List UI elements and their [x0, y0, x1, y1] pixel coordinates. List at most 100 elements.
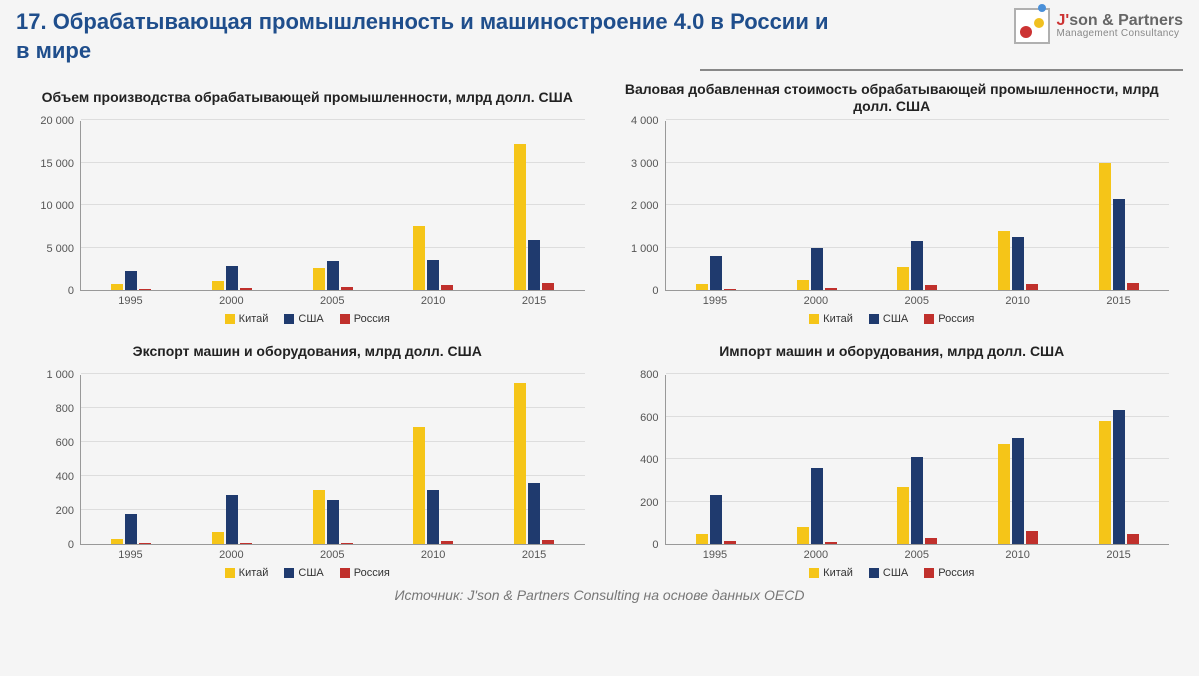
- y-tick-label: 2 000: [631, 200, 659, 212]
- legend-item-russia: Россия: [340, 567, 390, 579]
- legend-item-russia: Россия: [924, 313, 974, 325]
- bar-russia: [341, 543, 353, 545]
- x-axis: 19952000200520102015: [665, 295, 1170, 307]
- legend-swatch: [924, 568, 934, 578]
- bar-usa: [125, 514, 137, 545]
- chart-title: Валовая добавленная стоимость обрабатыва…: [615, 79, 1170, 117]
- legend-item-usa: США: [284, 567, 323, 579]
- bar-russia: [724, 541, 736, 544]
- bar-group: [897, 121, 937, 290]
- company-logo: J'son & Partners Management Consultancy: [1014, 8, 1183, 44]
- bar-china: [413, 427, 425, 544]
- y-tick-label: 1 000: [46, 369, 74, 381]
- bar-russia: [341, 287, 353, 290]
- y-tick-label: 0: [68, 539, 74, 551]
- plot-area: 0200400600800: [615, 375, 1170, 545]
- bar-china: [897, 267, 909, 290]
- bar-china: [212, 281, 224, 290]
- bar-group: [212, 375, 252, 544]
- x-tick-label: 2015: [484, 295, 585, 307]
- y-axis: 02004006008001 000: [30, 375, 80, 545]
- x-tick-label: 2015: [1068, 295, 1169, 307]
- bar-china: [413, 226, 425, 291]
- bar-group: [1099, 121, 1139, 290]
- bar-usa: [710, 495, 722, 544]
- x-axis: 19952000200520102015: [80, 295, 585, 307]
- bar-group: [111, 375, 151, 544]
- y-tick-label: 400: [56, 471, 74, 483]
- x-tick-label: 1995: [665, 549, 766, 561]
- bar-usa: [710, 256, 722, 290]
- bar-china: [111, 539, 123, 544]
- legend-swatch: [809, 314, 819, 324]
- plot: [665, 121, 1170, 291]
- legend-label: США: [883, 313, 908, 325]
- bar-group: [313, 375, 353, 544]
- gridline: [81, 119, 585, 120]
- bar-russia: [925, 538, 937, 544]
- y-tick-label: 400: [640, 454, 658, 466]
- legend-label: США: [883, 567, 908, 579]
- legend: КитайСШАРоссия: [30, 313, 585, 325]
- bar-group: [111, 121, 151, 290]
- legend-swatch: [284, 314, 294, 324]
- bar-russia: [825, 288, 837, 290]
- x-tick-label: 1995: [80, 549, 181, 561]
- legend-item-china: Китай: [225, 313, 269, 325]
- bar-usa: [1113, 199, 1125, 290]
- plot-area: 01 0002 0003 0004 000: [615, 121, 1170, 291]
- plot: [80, 121, 585, 291]
- chart-gva: Валовая добавленная стоимость обрабатыва…: [615, 79, 1170, 329]
- legend-item-russia: Россия: [340, 313, 390, 325]
- x-tick-label: 2005: [282, 295, 383, 307]
- bar-usa: [911, 457, 923, 544]
- chart-export: Экспорт машин и оборудования, млрд долл.…: [30, 333, 585, 583]
- x-axis: 19952000200520102015: [80, 549, 585, 561]
- bar-usa: [327, 500, 339, 544]
- x-tick-label: 1995: [80, 295, 181, 307]
- legend-item-china: Китай: [809, 567, 853, 579]
- bar-russia: [240, 288, 252, 291]
- bar-china: [696, 284, 708, 290]
- bar-usa: [427, 260, 439, 291]
- legend-swatch: [809, 568, 819, 578]
- legend-label: США: [298, 567, 323, 579]
- legend-label: Россия: [354, 567, 390, 579]
- legend-label: Китай: [823, 567, 853, 579]
- bar-russia: [1026, 284, 1038, 290]
- legend-label: Россия: [938, 313, 974, 325]
- bar-usa: [811, 248, 823, 291]
- bar-usa: [911, 241, 923, 290]
- bar-russia: [825, 542, 837, 544]
- chart-production: Объем производства обрабатывающей промыш…: [30, 79, 585, 329]
- slide-title: 17. Обрабатывающая промышленность и маши…: [16, 8, 836, 65]
- charts-grid: Объем производства обрабатывающей промыш…: [0, 71, 1199, 583]
- x-tick-label: 2000: [181, 295, 282, 307]
- legend-label: Россия: [938, 567, 974, 579]
- bar-usa: [226, 266, 238, 291]
- legend-swatch: [225, 314, 235, 324]
- gridline: [666, 373, 1170, 374]
- bar-group: [696, 121, 736, 290]
- gridline: [666, 119, 1170, 120]
- x-tick-label: 2015: [484, 549, 585, 561]
- y-tick-label: 10 000: [40, 200, 74, 212]
- legend-swatch: [869, 568, 879, 578]
- y-tick-label: 5 000: [46, 243, 74, 255]
- y-tick-label: 20 000: [40, 115, 74, 127]
- plot: [665, 375, 1170, 545]
- bar-usa: [427, 490, 439, 544]
- bar-russia: [441, 285, 453, 290]
- bar-russia: [240, 543, 252, 544]
- x-tick-label: 2005: [866, 295, 967, 307]
- bar-china: [897, 487, 909, 544]
- legend-item-china: Китай: [809, 313, 853, 325]
- bar-group: [998, 121, 1038, 290]
- bar-usa: [528, 240, 540, 290]
- bar-groups: [666, 375, 1170, 544]
- legend: Китай США Россия: [615, 567, 1170, 579]
- y-tick-label: 15 000: [40, 158, 74, 170]
- x-tick-label: 2010: [383, 549, 484, 561]
- bar-group: [897, 375, 937, 544]
- bar-china: [1099, 421, 1111, 544]
